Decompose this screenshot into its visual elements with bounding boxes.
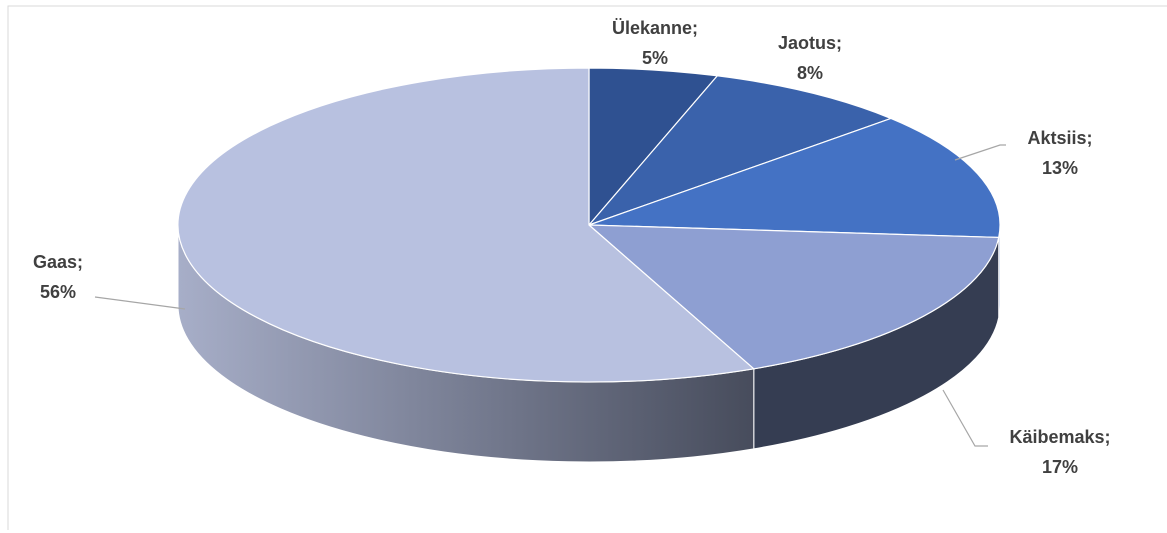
slice bbox=[177, 67, 756, 383]
data-label-name: Aktsiis; bbox=[1027, 128, 1092, 148]
data-label-name: Gaas; bbox=[33, 252, 83, 272]
data-label-name: Jaotus; bbox=[778, 33, 842, 53]
data-label-value: 5% bbox=[642, 48, 668, 68]
data-label-value: 8% bbox=[797, 63, 823, 83]
data-label-name: Ülekanne; bbox=[612, 18, 698, 38]
data-label-value: 13% bbox=[1042, 158, 1078, 178]
data-label-value: 56% bbox=[40, 282, 76, 302]
slice bbox=[588, 117, 1001, 239]
data-label-name: Käibemaks; bbox=[1009, 427, 1110, 447]
slice bbox=[587, 224, 1000, 370]
leader-line bbox=[94, 296, 186, 310]
leader-line bbox=[954, 144, 1006, 161]
leader-line bbox=[942, 389, 988, 447]
chart-border bbox=[7, 5, 1167, 530]
slice bbox=[587, 75, 893, 227]
data-label-value: 17% bbox=[1042, 457, 1078, 477]
